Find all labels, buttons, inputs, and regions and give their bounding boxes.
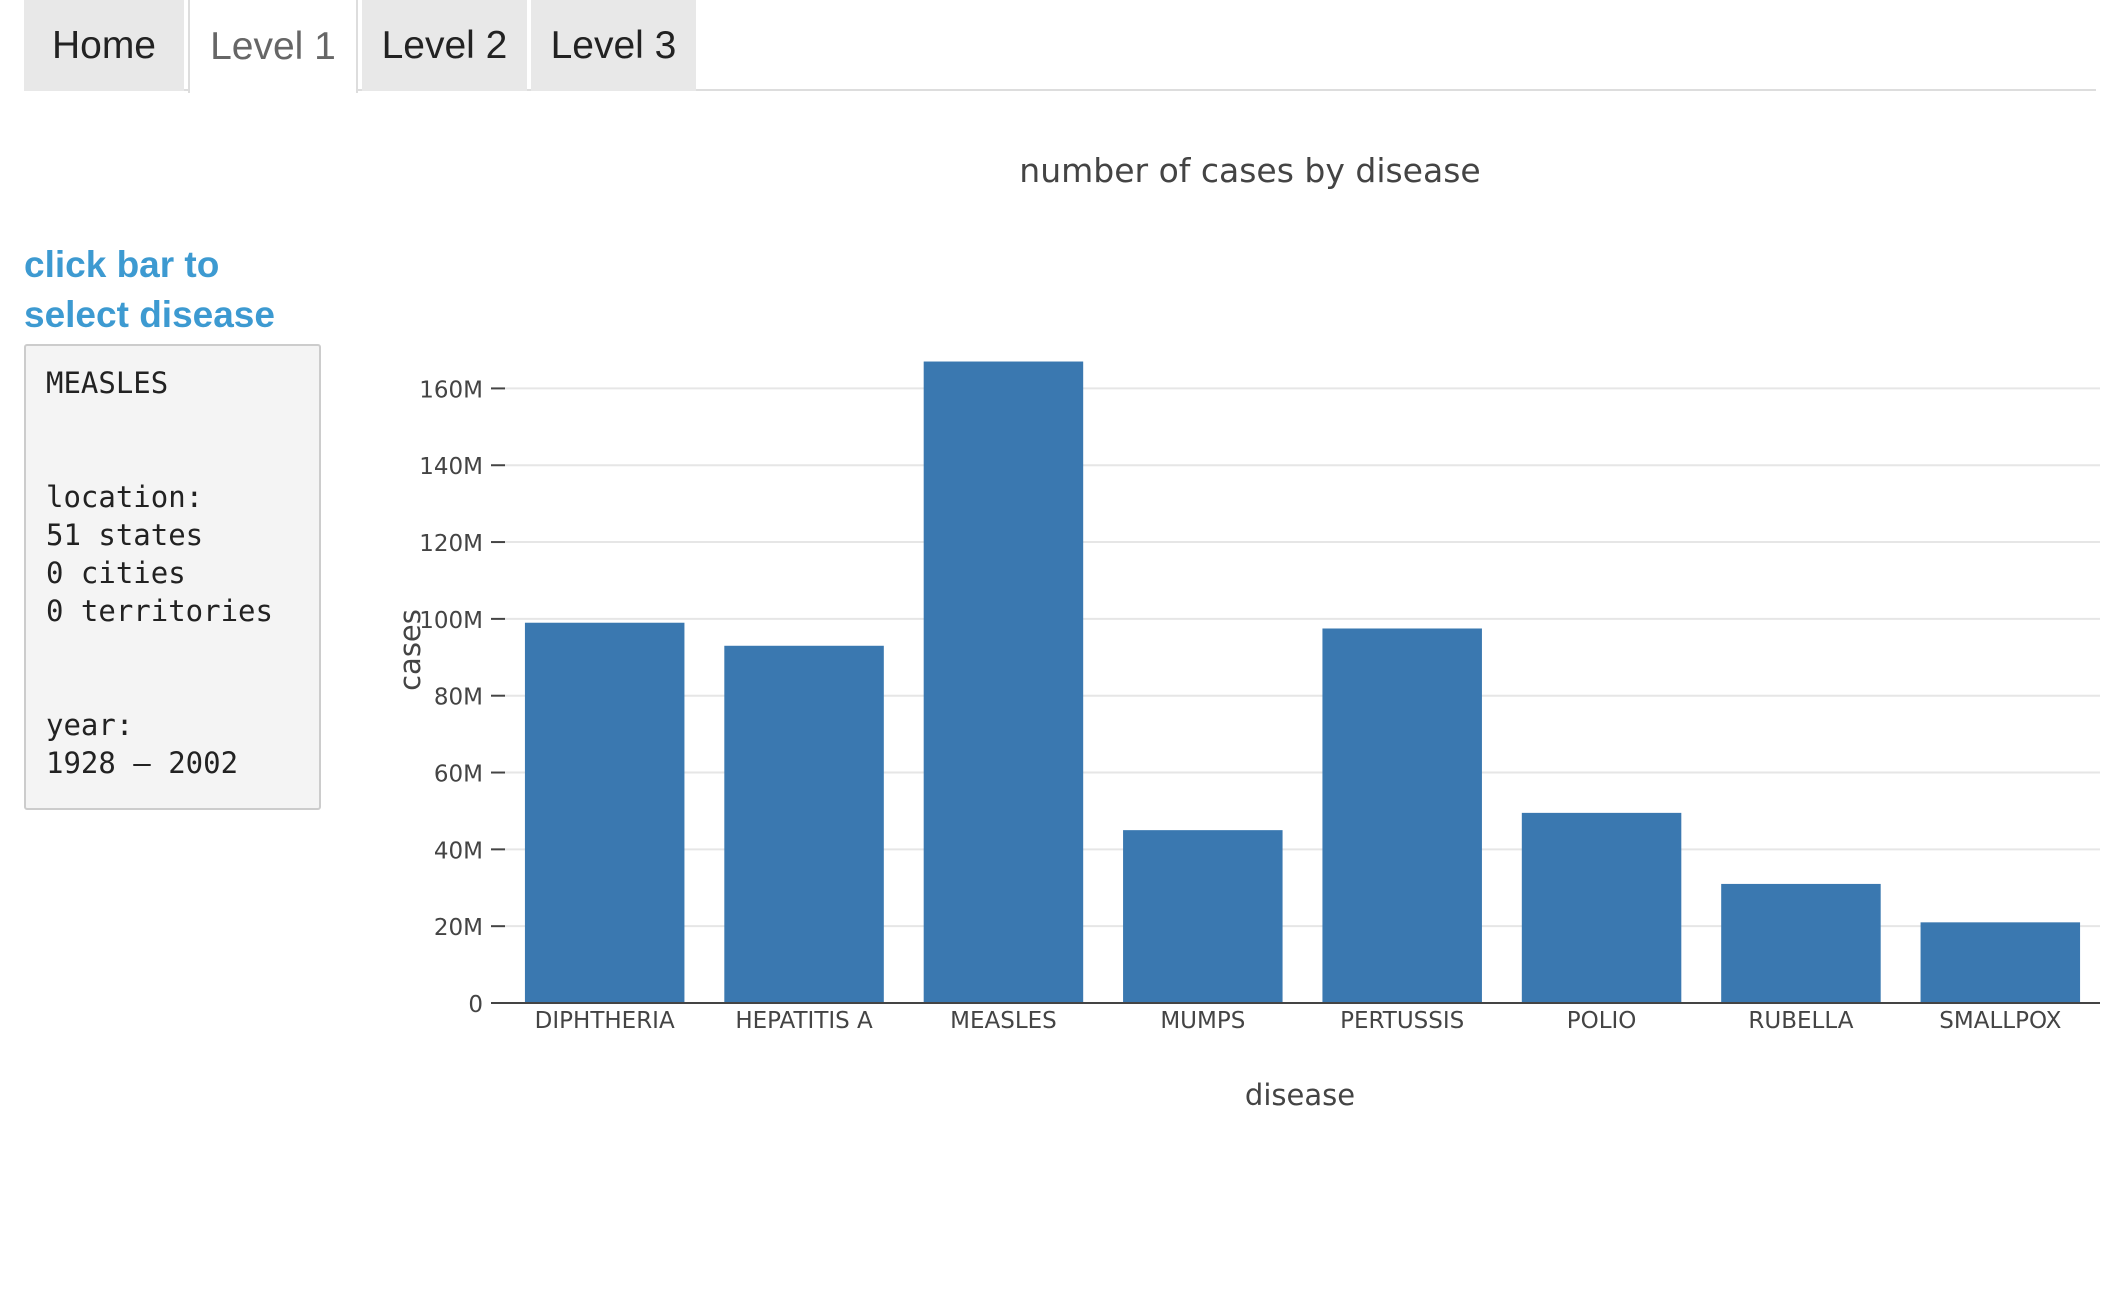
x-axis-title: disease xyxy=(1245,1078,1355,1112)
bar-rubella[interactable] xyxy=(1721,883,1881,1003)
bar-hepatitis-a[interactable] xyxy=(724,645,884,1003)
x-tick-label: MUMPS xyxy=(1160,1008,1245,1034)
states-count: 51 states xyxy=(46,518,204,552)
bar-diphtheria[interactable] xyxy=(524,622,685,1003)
y-tick-label: 0 xyxy=(468,992,483,1018)
cities-count: 0 cities xyxy=(46,556,186,590)
bar-mumps[interactable] xyxy=(1123,830,1283,1003)
tab-level-3[interactable]: Level 3 xyxy=(531,0,696,91)
bar-polio[interactable] xyxy=(1521,812,1682,1003)
tab-level-2[interactable]: Level 2 xyxy=(362,0,527,91)
bar-pertussis[interactable] xyxy=(1322,628,1482,1003)
x-tick-label: RUBELLA xyxy=(1748,1008,1853,1034)
selected-disease: MEASLES xyxy=(46,366,169,400)
x-tick-label: SMALLPOX xyxy=(1939,1008,2061,1034)
bar-smallpox[interactable] xyxy=(1920,922,2081,1003)
year-range: 1928 – 2002 xyxy=(46,746,239,780)
x-tick-label: DIPHTHERIA xyxy=(535,1008,675,1034)
y-tick-label: 160M xyxy=(419,377,483,403)
select-disease-hint: click bar to select disease xyxy=(24,240,344,340)
chart-title: number of cases by disease xyxy=(1019,151,1480,190)
x-tick-label: HEPATITIS A xyxy=(735,1008,873,1034)
y-tick-label: 60M xyxy=(434,762,483,788)
x-tick-label: PERTUSSIS xyxy=(1340,1008,1464,1034)
x-tick-label: MEASLES xyxy=(950,1008,1057,1034)
disease-info-panel: MEASLES location: 51 states 0 cities 0 t… xyxy=(24,344,321,810)
hint-line-2: select disease xyxy=(24,294,275,335)
y-tick-label: 20M xyxy=(434,915,483,941)
y-tick-label: 40M xyxy=(434,838,483,864)
territories-count: 0 territories xyxy=(46,594,273,628)
chart-svg: number of cases by disease disease cases… xyxy=(393,151,2100,1112)
cases-bar-chart: number of cases by disease disease cases… xyxy=(380,130,2122,1130)
bar-measles[interactable] xyxy=(923,361,1084,1003)
y-tick-label: 120M xyxy=(419,531,483,557)
y-tick-label: 100M xyxy=(419,608,483,634)
location-label: location: xyxy=(46,480,204,514)
year-label: year: xyxy=(46,708,134,742)
tab-bar: Home Level 1 Level 2 Level 3 xyxy=(24,0,2096,93)
tab-home[interactable]: Home xyxy=(24,0,184,91)
y-tick-label: 80M xyxy=(434,685,483,711)
tab-level-1[interactable]: Level 1 xyxy=(188,0,358,93)
y-tick-label: 140M xyxy=(419,454,483,480)
hint-line-1: click bar to xyxy=(24,244,220,285)
axes: 0 20M 40M 60M 80M 100M 120M 140M 160M DIPHTHERIA H… xyxy=(419,377,2100,1034)
x-tick-label: POLIO xyxy=(1567,1008,1637,1034)
bars xyxy=(524,361,2081,1003)
y-axis-title: cases xyxy=(393,609,427,691)
